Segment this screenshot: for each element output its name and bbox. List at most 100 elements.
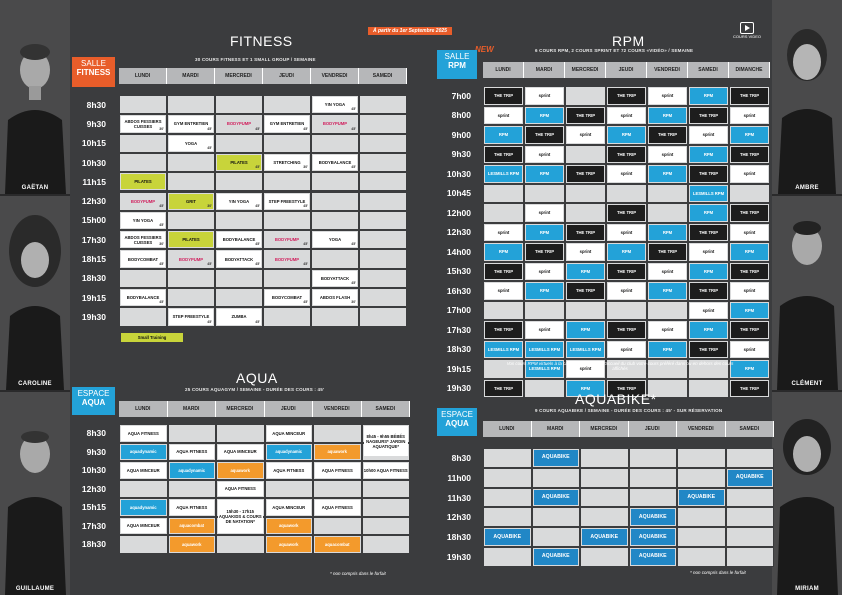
room-label-top: ESPACE [77, 389, 110, 398]
class-event: RPM [567, 322, 604, 338]
class-name: aquawork [230, 467, 251, 473]
schedule-cell [167, 288, 215, 308]
class-event: BODYCOMBAT 45' [265, 290, 309, 306]
class-name: aquacombat [179, 523, 205, 529]
duration: 45' [255, 261, 260, 266]
class-event: BODYPUMP 45' [121, 194, 165, 209]
schedule-cell [167, 249, 215, 269]
class-event: RPM [608, 127, 645, 143]
time-label: 19h15 [446, 363, 471, 374]
day-header: JEUDI [606, 62, 647, 78]
class-name: THE TRIP [739, 210, 760, 216]
class-event: RPM [731, 361, 768, 377]
schedule-cell [565, 86, 606, 106]
class-name: AQUA MINCEUR [272, 430, 306, 436]
class-name: ABDOS FESSIERS CUISSES [124, 118, 162, 129]
class-event: LESMILLS RPM [526, 341, 563, 357]
class-name: AQUA FITNESS [127, 430, 159, 436]
schedule-cell [119, 479, 168, 498]
class-event: YOGA 45' [313, 232, 357, 248]
class-name: RPM [703, 210, 714, 216]
schedule-cell [215, 95, 263, 115]
class-event: PILATES [169, 232, 213, 248]
schedule-cell [580, 487, 629, 508]
class-name: AQUA FITNESS [176, 449, 208, 455]
class-event: BODYPUMP 45' [313, 116, 357, 131]
class-name: sprint [702, 307, 715, 313]
schedule-cell [647, 300, 688, 320]
schedule-cell [359, 114, 407, 134]
class-name: BODYPUMP [178, 256, 204, 262]
schedule-cell [359, 307, 407, 327]
class-name: aquawork [278, 523, 299, 529]
class-name: THE TRIP [616, 151, 637, 157]
class-event: sprint [649, 322, 686, 338]
schedule-cell [359, 210, 407, 231]
class-event: RPM [526, 283, 563, 299]
class-event: AQUABIKE [582, 529, 627, 545]
room-label-fitness: SALLE FITNESS [72, 57, 115, 87]
class-event: sprint [485, 283, 522, 299]
class-name: BODYCOMBAT [271, 295, 303, 301]
class-event: aquawork [218, 463, 263, 478]
class-event: THE TRIP [690, 341, 727, 357]
day-header: SAMEDI [688, 62, 729, 78]
time-label: 11h30 [447, 492, 471, 503]
class-name: sprint [620, 229, 633, 235]
class-name: RPM [539, 229, 550, 235]
class-event: BODYPUMP 45' [217, 116, 261, 131]
aqua-subtitle: 25 COURS AQUAGYM / SEMAINE - DURÉE DES C… [185, 387, 325, 392]
class-event: AQUABIKE [533, 450, 578, 466]
time-label: 9h00 [451, 129, 471, 140]
duration: 45' [159, 203, 164, 208]
schedule-cell [531, 467, 580, 488]
class-name: RPM [703, 151, 714, 157]
class-event: RPM [485, 244, 522, 260]
left-photo-column: GAËTAN CAROLINE GUILLAUME [0, 0, 70, 595]
duration: 45' [351, 280, 356, 285]
time-label: 7h00 [451, 90, 471, 101]
aquabike-footnote: * non compris dans le forfait [690, 570, 746, 575]
class-name: LESMILLS RPM [692, 190, 725, 196]
time-label: 18h30 [446, 344, 471, 355]
schedule-cell [167, 210, 215, 231]
class-event: AQUABIKE [630, 509, 675, 526]
room-label-aquabike: ESPACE AQUA [437, 408, 477, 436]
class-name: THE TRIP [575, 171, 596, 177]
schedule-cell [359, 95, 407, 115]
class-name: sprint [620, 171, 633, 177]
class-name: AQUA MINCEUR [126, 467, 160, 473]
fitness-subtitle: 30 COURS FITNESS ET 1 SMALL GROUP / SEMA… [195, 57, 316, 62]
class-name: LESMILLS RPM [487, 171, 520, 177]
schedule-cell [313, 516, 362, 535]
class-name: THE TRIP [534, 249, 555, 255]
coach-name: CLÉMENT [791, 381, 823, 387]
class-event: AQUA FITNESS [315, 463, 360, 478]
video-course-badge: COURS VIDEO [733, 22, 761, 39]
class-event: sprint [526, 205, 563, 221]
class-event: THE TRIP [731, 88, 768, 104]
class-name: STEP FREESTYLE [172, 314, 210, 320]
time-label: 18h30 [446, 532, 471, 543]
class-event: AQUABIKE [679, 489, 724, 506]
class-name: ZUMBA [231, 314, 247, 320]
class-event: BODYBALANCE 45' [313, 154, 357, 171]
schedule-cell [606, 300, 647, 320]
duration: 45' [351, 242, 356, 247]
class-event: THE TRIP [690, 107, 727, 123]
class-name: sprint [538, 151, 551, 157]
class-event: BODYATTACK 45' [217, 251, 261, 267]
class-name: LESMILLS RPM [528, 346, 561, 352]
class-name: sprint [579, 132, 592, 138]
schedule-cell [359, 133, 407, 153]
class-event: sprint [526, 322, 563, 338]
class-name: RPM [580, 268, 591, 274]
class-event: AQUABIKE [485, 529, 530, 545]
class-event: RPM [526, 107, 563, 123]
class-name: THE TRIP [493, 385, 514, 391]
class-name: RPM [662, 112, 673, 118]
class-event: sprint [690, 244, 727, 260]
time-label: 10h30 [81, 157, 106, 168]
class-name: aquadynamic [129, 449, 157, 455]
class-event: sprint [526, 146, 563, 162]
